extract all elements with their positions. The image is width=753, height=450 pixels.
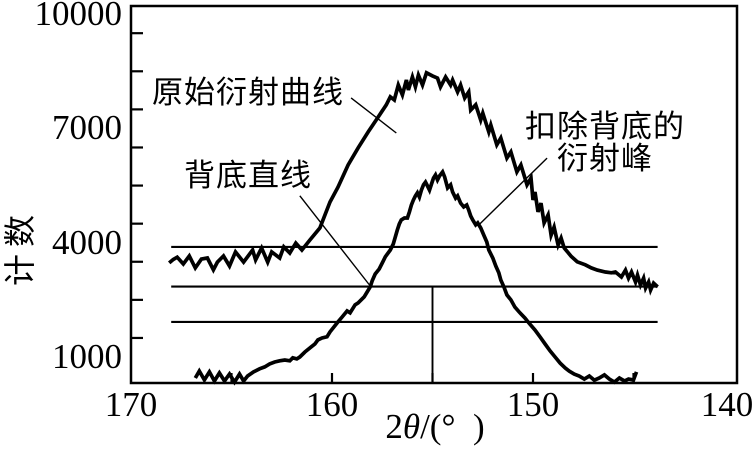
annotation-net-peak: 扣除背底的 衍射峰 bbox=[512, 111, 698, 175]
x-axis-title: 2θ/(° ) bbox=[330, 408, 540, 446]
y-axis-tick-label: 4000 bbox=[52, 222, 122, 262]
x-axis-tick-label: 150 bbox=[506, 385, 560, 424]
plot-border bbox=[129, 4, 739, 385]
annotation-original-curve: 原始衍射曲线 bbox=[152, 75, 344, 110]
annotation-background-line: 背底直线 bbox=[184, 158, 312, 193]
leader-line-original-curve bbox=[350, 97, 397, 134]
x-axis-title-suffix: /(° ) bbox=[420, 407, 485, 446]
x-axis-tick-label: 160 bbox=[305, 385, 359, 424]
y-axis-tick-label: 1000 bbox=[52, 337, 122, 376]
y-axis-tick-label: 7000 bbox=[52, 108, 122, 148]
x-axis-tick-label: 170 bbox=[104, 385, 158, 424]
annotation-net-peak-line2: 衍射峰 bbox=[557, 141, 653, 176]
x-axis-title-theta: θ bbox=[402, 407, 421, 446]
y-axis-tick-label: 10000 bbox=[34, 0, 123, 34]
leader-line-net-peak bbox=[477, 157, 548, 227]
curve-net-peak-curve bbox=[193, 168, 639, 386]
leader-line-background-line bbox=[299, 195, 370, 286]
x-axis-title-prefix: 2 bbox=[385, 407, 403, 446]
curve-original-curve bbox=[168, 69, 659, 296]
x-axis-tick-label: 140 bbox=[700, 385, 753, 424]
annotation-net-peak-line1: 扣除背底的 bbox=[525, 109, 685, 144]
